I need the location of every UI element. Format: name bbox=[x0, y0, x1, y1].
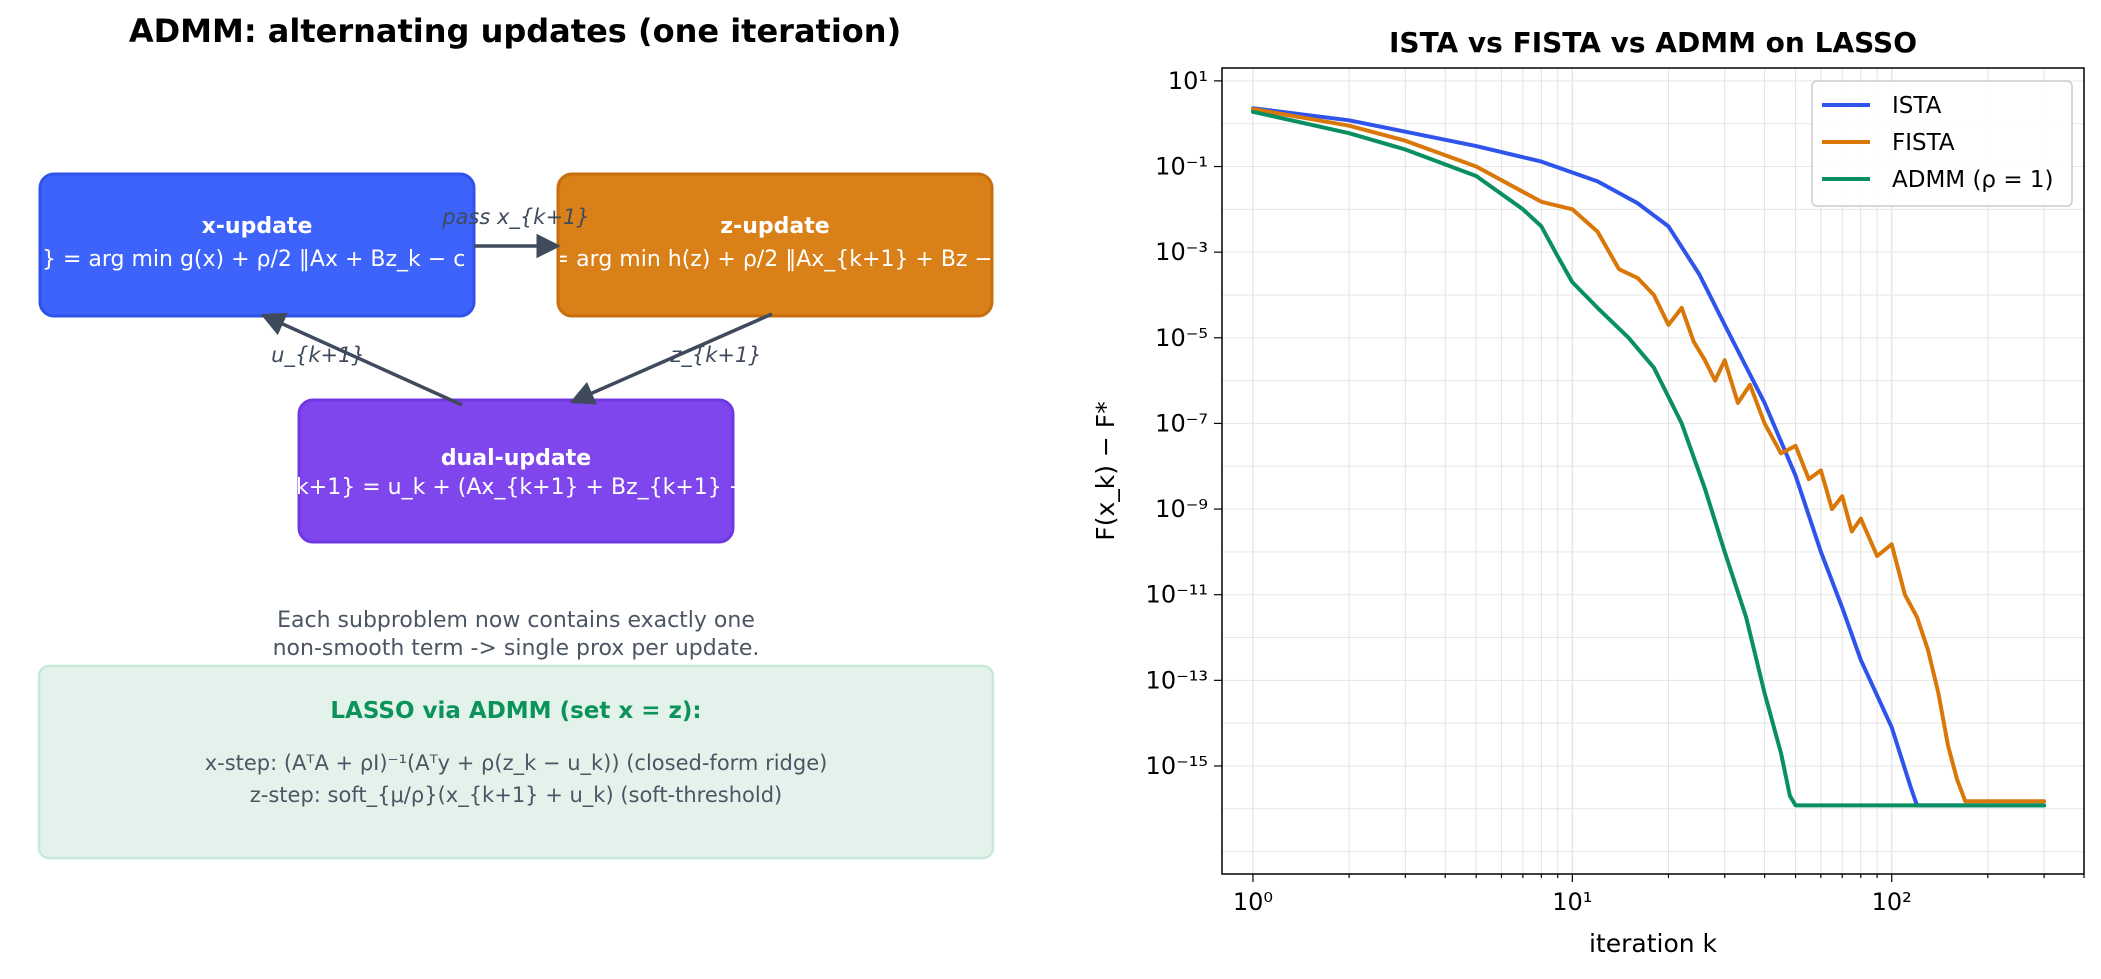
arrow-z-to-dual bbox=[569, 312, 773, 405]
y-tick-label: 10⁻¹⁵ bbox=[1146, 752, 1208, 780]
lasso-box: LASSO via ADMM (set x = z): x-step: (AᵀA… bbox=[37, 664, 995, 860]
z-update-box: z-update z_{k+1} = arg min h(z) + ρ/2 ‖A… bbox=[448, 172, 1102, 318]
y-tick-label: 10⁻¹³ bbox=[1146, 666, 1208, 694]
x-update-formula: x_{k+1} = arg min g(x) + ρ/2 ‖Ax + Bz_k … bbox=[0, 247, 555, 272]
y-tick-label: 10⁻¹ bbox=[1155, 153, 1208, 181]
series-line-fista bbox=[1251, 107, 2047, 804]
x-tick-label: 10¹ bbox=[1552, 888, 1592, 916]
arrow-z-label: z_{k+1} bbox=[669, 343, 761, 368]
y-tick-label: 10⁻³ bbox=[1155, 238, 1208, 266]
legend-box bbox=[1811, 80, 2073, 207]
y-tick-label: 10⁻⁹ bbox=[1155, 495, 1208, 523]
y-tick-label: 10⁻⁵ bbox=[1155, 324, 1208, 352]
x-axis-label: iteration k bbox=[1589, 929, 1718, 958]
chart-title: ISTA vs FISTA vs ADMM on LASSO bbox=[1389, 26, 1917, 59]
legend-label: FISTA bbox=[1892, 130, 1955, 156]
arrow-u-label: u_{k+1} bbox=[271, 343, 365, 368]
z-update-title: z-update bbox=[720, 214, 829, 239]
diagram-title: ADMM: alternating updates (one iteration… bbox=[129, 12, 901, 50]
x-tick-label: 10² bbox=[1872, 888, 1912, 916]
note-line-2: non-smooth term -> single prox per updat… bbox=[273, 636, 760, 661]
x-tick-label: 10⁰ bbox=[1233, 888, 1273, 916]
legend: ISTA FISTA ADMM (ρ = 1) bbox=[1811, 80, 2073, 207]
y-axis-label: F(x_k) − F* bbox=[1091, 401, 1120, 540]
dual-update-title: dual-update bbox=[441, 446, 591, 471]
dual-update-formula: u_{k+1} = u_k + (Ax_{k+1} + Bz_{k+1} − c… bbox=[257, 475, 775, 500]
ticks: 10⁰ 10¹ 10² 10¹ 10⁻¹ 10⁻³ 10⁻⁵ 10⁻⁷ 10⁻⁹ 10⁻¹¹ 10⁻… bbox=[1146, 67, 2085, 916]
legend-label: ADMM (ρ = 1) bbox=[1892, 167, 2054, 193]
convergence-chart: ISTA vs FISTA vs ADMM on LASSO 10⁰ 10¹ 10²… bbox=[1091, 26, 2085, 958]
series-layer bbox=[1251, 106, 2047, 808]
plot-frame bbox=[1221, 67, 2085, 875]
lasso-x-step: x-step: (AᵀA + ρI)⁻¹(Aᵀy + ρ(z_k − u_k))… bbox=[205, 751, 828, 776]
arrow-dual-to-x bbox=[260, 312, 463, 407]
z-update-formula: z_{k+1} = arg min h(z) + ρ/2 ‖Ax_{k+1} +… bbox=[448, 247, 1102, 272]
legend-label: ISTA bbox=[1892, 93, 1942, 119]
lasso-z-step: z-step: soft_{μ/ρ}(x_{k+1} + u_k) (soft-… bbox=[250, 783, 782, 808]
y-tick-label: 10¹ bbox=[1168, 67, 1208, 95]
y-tick-label: 10⁻⁷ bbox=[1155, 409, 1208, 437]
series-line-ista bbox=[1251, 106, 2047, 808]
note-line-1: Each subproblem now contains exactly one bbox=[277, 608, 755, 633]
y-tick-label: 10⁻¹¹ bbox=[1146, 581, 1208, 609]
arrow-pass-label: pass x_{k+1} bbox=[441, 205, 590, 230]
x-update-title: x-update bbox=[202, 214, 313, 239]
series-line-admm bbox=[1251, 109, 2047, 808]
lasso-title: LASSO via ADMM (set x = z): bbox=[330, 698, 701, 724]
x-update-box: x-update x_{k+1} = arg min g(x) + ρ/2 ‖A… bbox=[0, 172, 555, 318]
dual-update-box: dual-update u_{k+1} = u_k + (Ax_{k+1} + … bbox=[257, 398, 775, 544]
